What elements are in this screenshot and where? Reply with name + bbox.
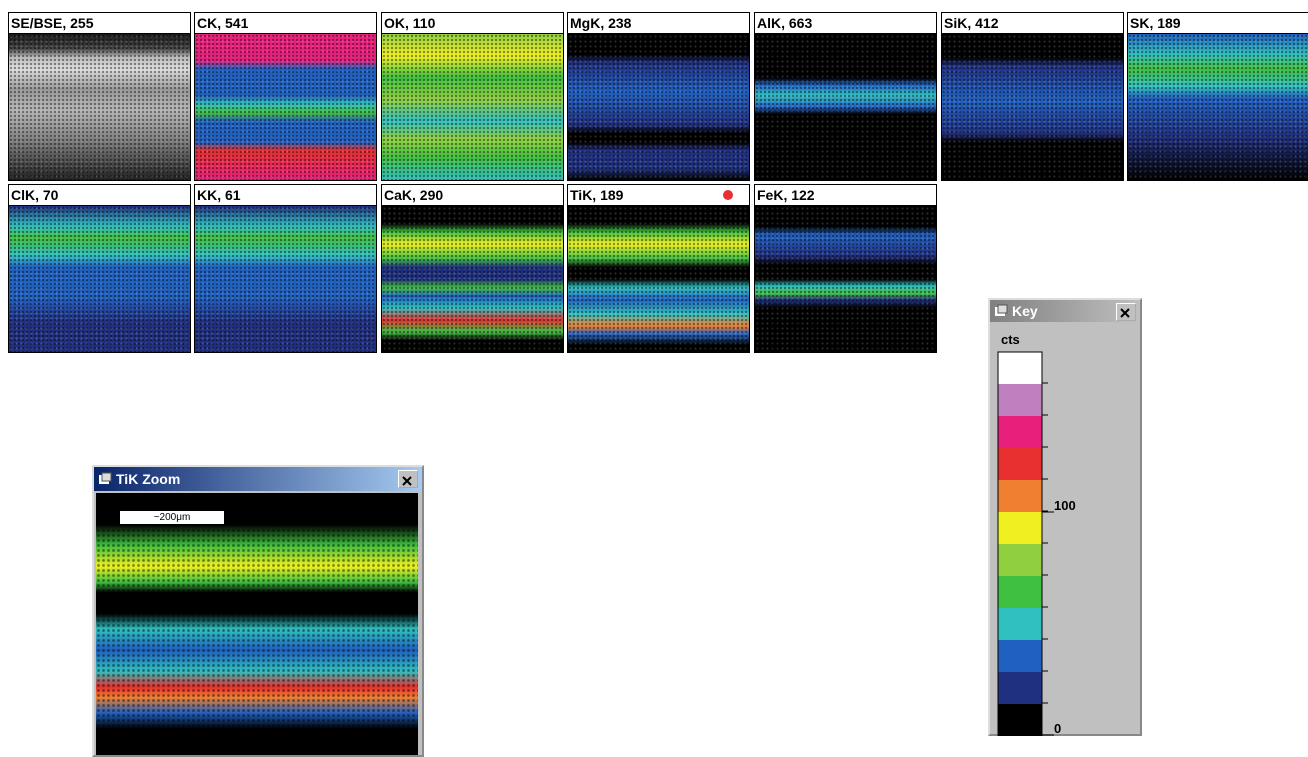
map-image: [9, 34, 190, 180]
window-title: TiK Zoom: [116, 471, 180, 487]
map-image: [568, 206, 749, 352]
map-image: [942, 34, 1123, 180]
scale-bar: ~200μm: [120, 511, 224, 524]
map-image: [568, 34, 749, 180]
title-bar: Key: [990, 300, 1140, 322]
key-swatch: [998, 384, 1042, 416]
element-map: KK, 61: [194, 184, 377, 353]
map-label: ClK, 70: [9, 185, 190, 206]
color-key: 100 0: [990, 346, 1140, 736]
map-image: [195, 206, 376, 352]
element-map: OK, 110: [381, 12, 564, 181]
map-image: [382, 34, 563, 180]
title-bar: TiK Zoom: [94, 467, 422, 491]
close-button[interactable]: [398, 470, 418, 488]
map-image: [755, 206, 936, 352]
zoom-image: ~200μm: [96, 493, 418, 755]
element-map: SK, 189: [1127, 12, 1308, 181]
element-map: SiK, 412: [941, 12, 1124, 181]
element-map: CK, 541: [194, 12, 377, 181]
map-label: OK, 110: [382, 13, 563, 34]
map-label: SiK, 412: [942, 13, 1123, 34]
key-swatch: [998, 352, 1042, 384]
key-tick-label: 100: [1054, 498, 1076, 513]
close-button[interactable]: [1116, 303, 1136, 321]
map-label: MgK, 238: [568, 13, 749, 34]
window-icon: [994, 304, 1008, 318]
unit-label: cts: [1001, 332, 1020, 347]
key-swatch: [998, 416, 1042, 448]
map-label: AlK, 663: [755, 13, 936, 34]
map-image: [755, 34, 936, 180]
element-map: TiK, 189: [567, 184, 750, 353]
key-swatch: [998, 608, 1042, 640]
map-label: CK, 541: [195, 13, 376, 34]
map-image: [1128, 34, 1308, 180]
window-title: Key: [1012, 303, 1038, 319]
page: SE/BSE, 255CK, 541 OK, 110MgK, 238 AlK, 66…: [0, 0, 1308, 757]
map-label: TiK, 189: [568, 185, 749, 206]
key-swatch: [998, 672, 1042, 704]
element-map: ClK, 70: [8, 184, 191, 353]
key-swatch: [998, 448, 1042, 480]
close-icon: [399, 474, 415, 488]
key-swatch: [998, 640, 1042, 672]
map-image: [9, 206, 190, 352]
marker-dot: [723, 190, 733, 200]
element-map: MgK, 238: [567, 12, 750, 181]
element-map: SE/BSE, 255: [8, 12, 191, 181]
map-label: FeK, 122: [755, 185, 936, 206]
close-icon: [1117, 306, 1133, 320]
key-swatch: [998, 544, 1042, 576]
map-label: KK, 61: [195, 185, 376, 206]
map-image: [382, 206, 563, 352]
element-map: CaK, 290: [381, 184, 564, 353]
key-tick-label: 0: [1054, 721, 1061, 736]
window-icon: [98, 472, 112, 486]
key-swatch: [998, 480, 1042, 512]
element-map: FeK, 122: [754, 184, 937, 353]
element-map: AlK, 663: [754, 12, 937, 181]
key-swatch: [998, 704, 1042, 736]
map-image: [195, 34, 376, 180]
key-swatch: [998, 512, 1042, 544]
key-swatch: [998, 576, 1042, 608]
key-window: Key cts 100 0: [988, 298, 1142, 736]
map-label: CaK, 290: [382, 185, 563, 206]
map-label: SE/BSE, 255: [9, 13, 190, 34]
zoom-window: TiK Zoom ~200μm: [92, 465, 424, 757]
map-label: SK, 189: [1128, 13, 1308, 34]
